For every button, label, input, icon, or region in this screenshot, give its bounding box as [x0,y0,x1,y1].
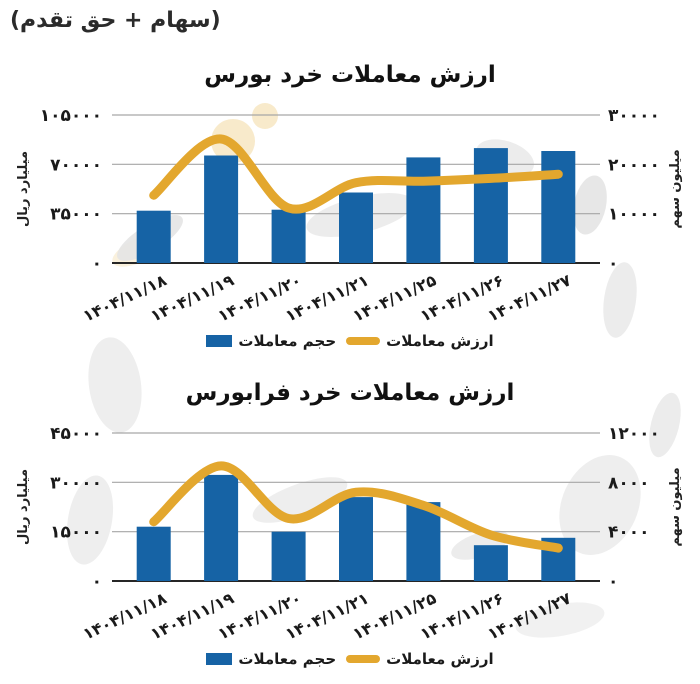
watermark-blob [66,475,114,565]
value-series-label: ارزش معاملات [386,650,494,668]
right-axis-tick-label: ۸۰۰۰ [608,473,650,493]
volume-series-swatch [206,653,233,665]
right-axis-tick-label: ۴۰۰۰ [608,523,650,543]
farabourse-chart: ارزش معاملات خرد فرابورس میلیارد ریال می… [0,378,700,684]
volume-series-label: حجم معاملات [238,332,337,350]
value-legend-entry: ارزش معاملات [346,650,494,668]
volume-bar [541,151,576,263]
watermark-blob [515,602,605,638]
volume-series-swatch [206,335,233,347]
watermark-blob [88,337,142,433]
watermark-gold-circle [252,103,278,129]
volume-bar [271,531,306,581]
volume-legend-entry: حجم معاملات [206,332,336,350]
volume-bar [271,209,306,263]
value-series-swatch [346,655,381,663]
value-line [149,134,563,214]
volume-bar [136,210,171,263]
volume-bar [339,497,373,581]
right-axis-tick-label: ۰ [608,254,618,274]
value-legend-entry: ارزش معاملات [346,332,494,350]
volume-legend-entry: حجم معاملات [206,650,336,668]
watermark-blob [559,455,641,555]
left-axis-tick-label: ۳۰۰۰۰ [50,473,102,493]
right-axis-tick-label: ۰ [608,572,618,592]
farabourse-plot-area: ۰۱۵۰۰۰۳۰۰۰۰۴۵۰۰۰۰۴۰۰۰۸۰۰۰۱۲۰۰۰۱۴۰۴/۱۱/۱۸… [50,424,660,644]
left-axis-tick-label: ۰ [92,254,102,274]
right-axis-tick-label: ۲۰۰۰۰ [608,155,660,175]
volume-bar [339,192,373,263]
left-axis-tick-label: ۰ [92,572,102,592]
volume-series-label: حجم معاملات [238,650,337,668]
volume-bar [473,545,508,581]
farabourse-legend: حجم معاملات ارزش معاملات [0,650,700,668]
left-axis-tick-label: ۴۵۰۰۰ [50,424,102,444]
left-axis-tick-label: ۳۵۰۰۰ [50,205,102,225]
watermark-blob [649,392,681,458]
left-axis-tick-label: ۱۵۰۰۰ [50,523,102,543]
page-subtitle: (سهام + حق تقدم) [10,8,221,33]
right-axis-tick-label: ۱۰۰۰۰ [608,205,660,225]
left-axis-tick-label: ۱۰۵۰۰۰ [40,106,102,126]
value-series-swatch [346,337,381,345]
value-series-label: ارزش معاملات [386,332,494,350]
value-line [149,461,563,553]
volume-bar [204,155,239,263]
volume-bar [136,526,171,581]
watermark-blob [603,262,637,338]
bourse-legend: حجم معاملات ارزش معاملات [0,332,700,350]
volume-bar [406,502,441,581]
right-axis-tick-label: ۱۲۰۰۰ [608,424,660,444]
volume-bar [406,157,441,263]
left-axis-tick-label: ۷۰۰۰۰ [50,155,102,175]
bourse-plot-area: ۰۳۵۰۰۰۷۰۰۰۰۱۰۵۰۰۰۰۱۰۰۰۰۲۰۰۰۰۳۰۰۰۰۱۴۰۴/۱۱… [40,106,660,326]
volume-bar [204,474,239,581]
watermark-blob [573,175,607,235]
bourse-chart: ارزش معاملات خرد بورس میلیارد ریال میلیو… [0,60,700,360]
farabourse-chart-title: ارزش معاملات خرد فرابورس [185,380,515,406]
volume-bars [136,148,576,263]
volume-bar [473,148,508,263]
bourse-chart-title: ارزش معاملات خرد بورس [204,62,496,88]
right-axis-tick-label: ۳۰۰۰۰ [608,106,660,126]
